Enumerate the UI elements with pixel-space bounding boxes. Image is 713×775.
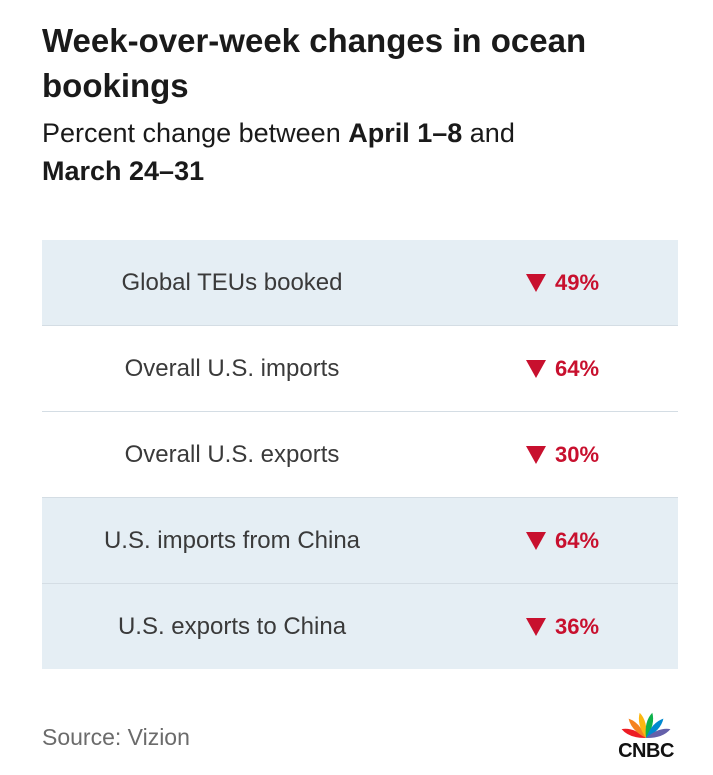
peacock-feather — [621, 728, 646, 739]
down-triangle-icon — [526, 445, 546, 464]
table-row: Overall U.S. imports 64% — [42, 326, 678, 412]
row-label: Global TEUs booked — [121, 268, 343, 296]
percent-change: 49% — [555, 269, 600, 295]
table-row: U.S. imports from China 64% — [42, 498, 678, 584]
peacock-feather — [646, 718, 664, 738]
table-row: Overall U.S. exports 30% — [42, 412, 678, 498]
subtitle-period-1: April 1–8 — [348, 118, 463, 148]
percent-change: 36% — [555, 613, 600, 639]
percent-change: 64% — [555, 355, 600, 381]
subtitle-period-2: March 24–31 — [42, 156, 205, 186]
subtitle-middle: and — [462, 118, 515, 148]
row-label: Overall U.S. imports — [124, 354, 340, 382]
peacock-icon — [621, 712, 671, 739]
down-triangle-icon — [526, 359, 546, 378]
row-value: 64% — [526, 528, 599, 554]
peacock-feather — [645, 712, 654, 738]
row-label: Overall U.S. exports — [124, 440, 340, 468]
source-note: Source: Vizion — [42, 724, 190, 750]
chart-title: Week-over-week changes in ocean bookings — [42, 22, 587, 104]
cnbc-logo: CNBC — [612, 704, 680, 764]
peacock-feather — [628, 718, 646, 738]
row-label: U.S. exports to China — [117, 612, 347, 640]
subtitle-prefix: Percent change between — [42, 118, 349, 148]
peacock-feather — [646, 728, 671, 739]
down-triangle-icon — [526, 531, 546, 550]
table-row: U.S. exports to China 36% — [42, 584, 678, 669]
down-triangle-icon — [526, 617, 546, 636]
row-value: 36% — [526, 614, 599, 640]
row-label: U.S. imports from China — [103, 526, 361, 554]
row-value: 30% — [526, 442, 599, 468]
table-row: Global TEUs booked 49% — [42, 240, 678, 326]
chart-subtitle: Percent change between April 1–8 and Marc… — [42, 114, 682, 190]
percent-change: 30% — [555, 441, 600, 467]
down-triangle-icon — [526, 273, 546, 292]
percent-change: 64% — [555, 527, 600, 553]
row-value: 64% — [526, 356, 599, 382]
bookings-table: Global TEUs booked 49% Overall U.S. import… — [42, 240, 678, 669]
peacock-feather — [638, 712, 647, 738]
row-value: 49% — [526, 270, 599, 296]
cnbc-logo-text: CNBC — [618, 740, 674, 762]
